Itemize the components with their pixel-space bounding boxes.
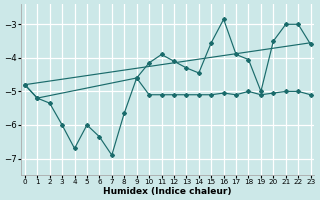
X-axis label: Humidex (Indice chaleur): Humidex (Indice chaleur) (103, 187, 232, 196)
